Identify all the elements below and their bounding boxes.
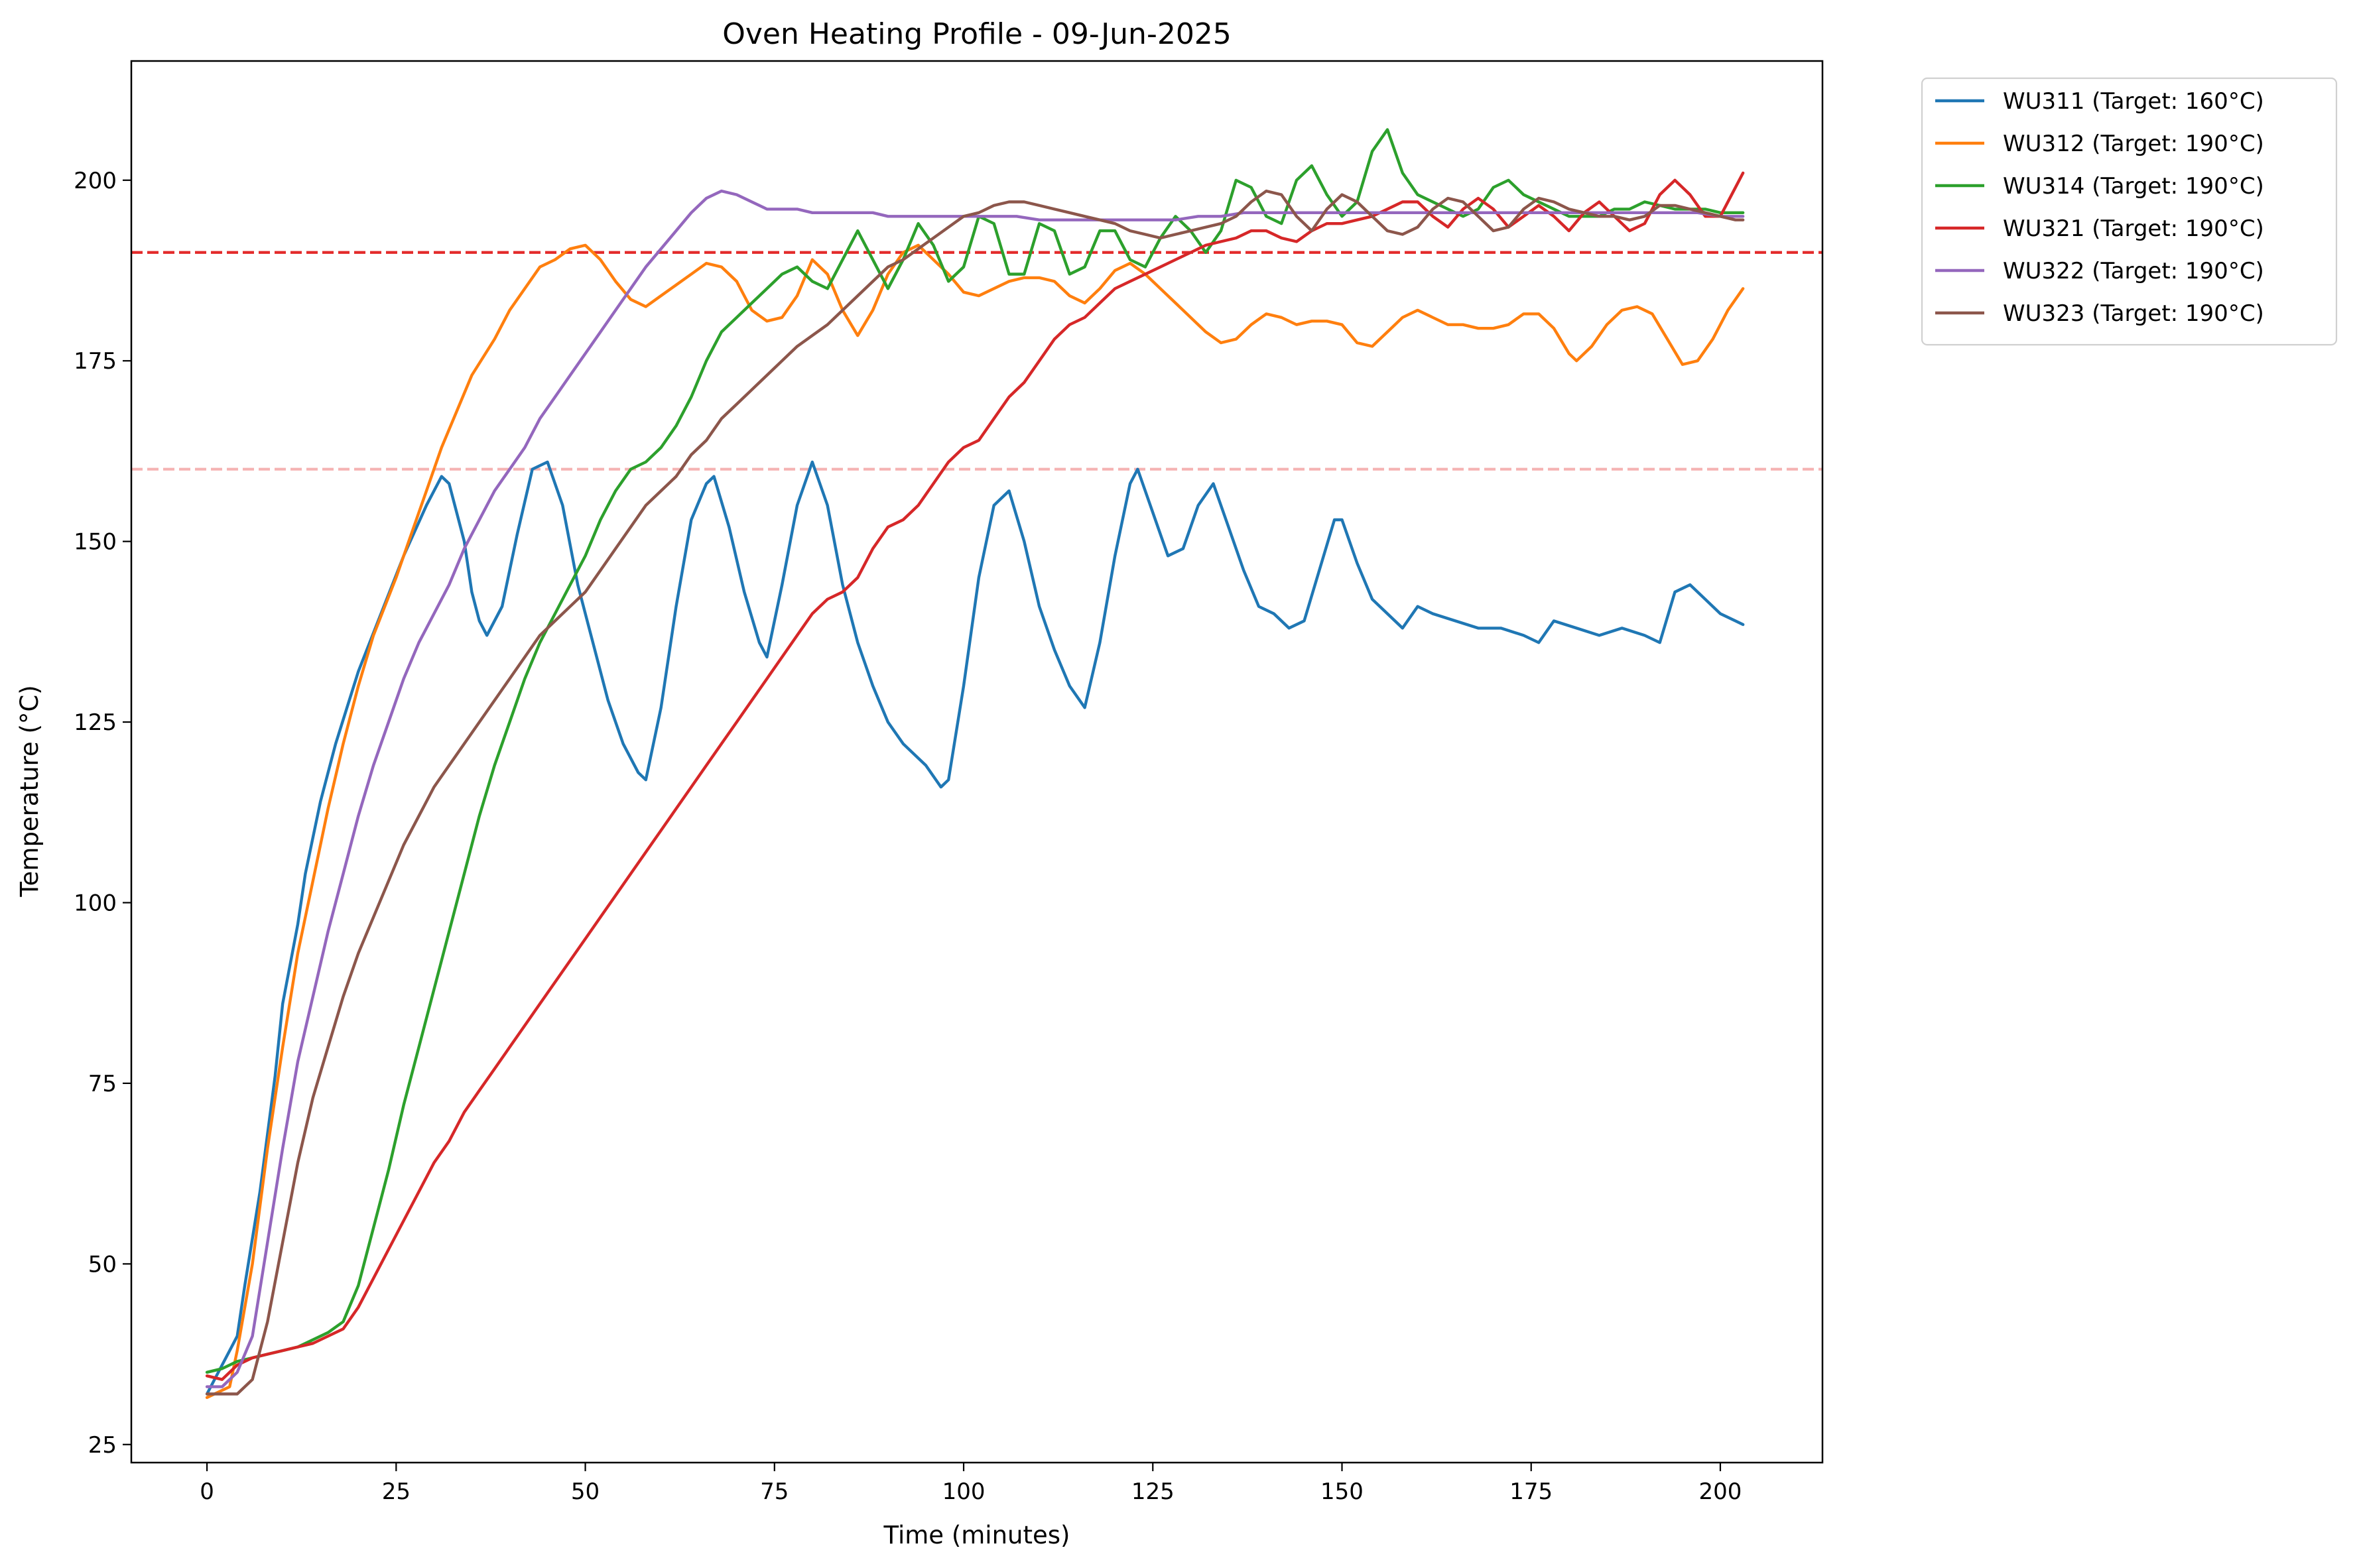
y-tick-label: 200: [74, 168, 117, 194]
legend: WU311 (Target: 160°C) WU312 (Target: 190°…: [1921, 77, 2338, 346]
series-line-2: [205, 243, 1745, 1400]
legend-label: WU311 (Target: 160°C): [2003, 88, 2264, 115]
y-tick-label: 25: [88, 1432, 117, 1459]
series-line-3: [205, 128, 1745, 1374]
y-tick-label: 75: [88, 1071, 117, 1097]
x-tick-label: 100: [942, 1478, 986, 1505]
legend-label: WU321 (Target: 190°C): [2003, 215, 2264, 242]
x-tick-label: 175: [1509, 1478, 1553, 1505]
chart-title: Oven Heating Profile - 09-Jun-2025: [722, 17, 1232, 51]
legend-label: WU314 (Target: 190°C): [2003, 173, 2264, 200]
y-axis-label: Temperature (°C): [15, 685, 44, 897]
x-tick-label: 25: [382, 1478, 411, 1505]
legend-label: WU312 (Target: 190°C): [2003, 131, 2264, 157]
x-tick-label: 150: [1320, 1478, 1364, 1505]
x-tick-label: 50: [571, 1478, 600, 1505]
y-tick-label: 125: [74, 709, 117, 736]
series-line-4: [205, 171, 1745, 1381]
x-tick-label: 75: [760, 1478, 789, 1505]
reference-lines: [131, 251, 1822, 471]
series-line-1: [205, 460, 1745, 1396]
series-line-6: [205, 189, 1745, 1396]
plot-frame: [130, 60, 1824, 1464]
legend-label: WU323 (Target: 190°C): [2003, 300, 2264, 327]
y-tick-label: 175: [74, 348, 117, 375]
y-axis: 25 50 75 100 125 150 175 200: [74, 168, 131, 1459]
x-axis: 0 25 50 75 100 125 150 175 200: [200, 1463, 1742, 1505]
legend-label: WU322 (Target: 190°C): [2003, 258, 2264, 284]
series-layer: [205, 128, 1745, 1400]
x-tick-label: 200: [1699, 1478, 1742, 1505]
legend-box: [1921, 77, 2338, 346]
x-axis-label: Time (minutes): [883, 1521, 1070, 1549]
y-tick-label: 100: [74, 890, 117, 916]
x-tick-label: 0: [200, 1478, 214, 1505]
x-tick-label: 125: [1131, 1478, 1175, 1505]
y-tick-label: 50: [88, 1251, 117, 1278]
y-tick-label: 150: [74, 529, 117, 556]
